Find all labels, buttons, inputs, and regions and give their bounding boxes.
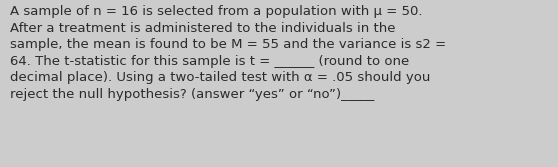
Text: A sample of n = 16 is selected from a population with μ = 50.
After a treatment : A sample of n = 16 is selected from a po… [10, 5, 446, 101]
